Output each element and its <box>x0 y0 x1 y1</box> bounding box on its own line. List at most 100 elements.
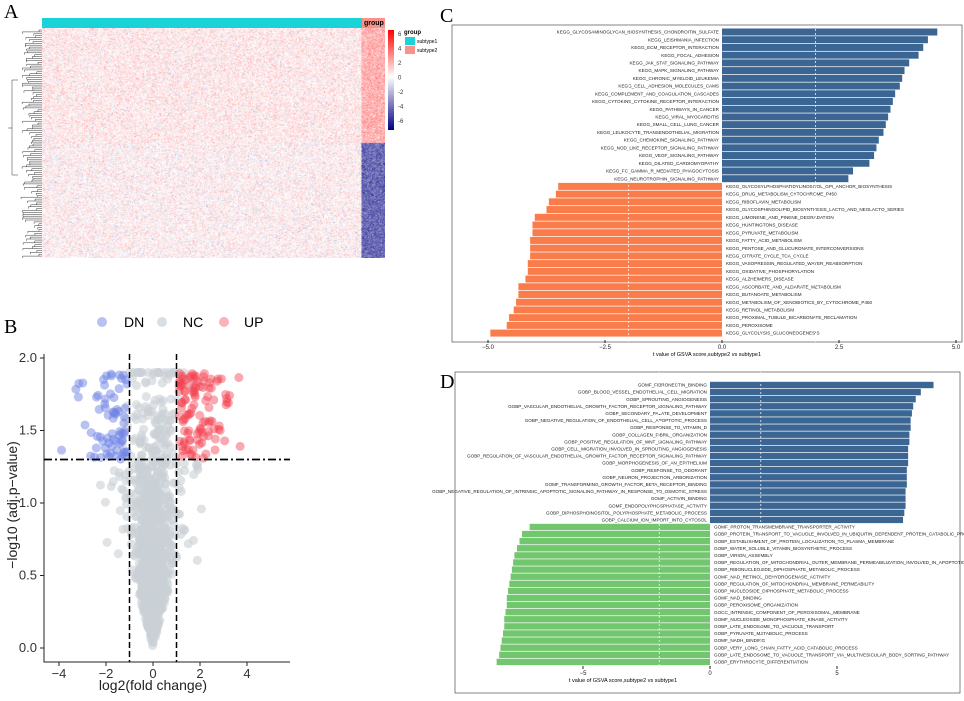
bar <box>710 452 909 460</box>
x-tick-label: 0.0 <box>718 345 727 351</box>
volcano-point-nc <box>136 450 146 460</box>
volcano-point-nc <box>179 459 189 469</box>
volcano-point-up <box>189 387 199 397</box>
bar-label: GOBP_NEGATIVE_REGULATION_OF_ENDOTHELIAL_… <box>525 418 707 423</box>
bar-label: KEGG_OXIDATIVE_PHOSPHORYLATION <box>726 269 814 274</box>
bar <box>710 502 906 509</box>
bar-label: KEGG_DILATED_CARDIOMYOPATHY <box>639 161 719 166</box>
volcano-point-up <box>194 439 204 449</box>
bar-label: KEGG_METABOLISM_OF_XENOBIOTICS_BY_CYTOCH… <box>726 300 873 305</box>
volcano-point-up <box>214 421 224 431</box>
volcano-point-nc <box>147 406 157 416</box>
volcano-point-nc <box>113 549 123 559</box>
dendrogram-branch <box>35 193 42 196</box>
volcano-point-up <box>185 436 195 446</box>
dendrogram-branch <box>22 75 42 78</box>
bar-label: GOBP_SECONDARY_PALATE_DEVELOPMENT <box>605 411 707 416</box>
dendrogram-branch <box>28 81 42 84</box>
volcano-point-up <box>216 374 226 384</box>
volcano-point-nc <box>166 394 176 404</box>
bar <box>525 275 722 283</box>
dendrogram-branch <box>26 164 42 167</box>
volcano-point-nc <box>165 415 175 425</box>
volcano-point-up <box>177 398 187 408</box>
volcano-point-up <box>178 417 188 427</box>
volcano-point-up <box>206 383 216 393</box>
volcano-point-nc <box>131 503 141 513</box>
bar <box>710 388 921 396</box>
bar-label: GOMF_NADH_BINDING <box>714 638 765 643</box>
dendrogram-branch <box>11 79 18 176</box>
bar <box>500 644 710 651</box>
dendrogram-branch <box>26 77 42 80</box>
bar-label: GOBP_POSITIVE_REGULATION_OF_WNT_SIGNALIN… <box>564 439 707 444</box>
bar-label: KEGG_HUNTINGTONS_DISEASE <box>726 223 798 228</box>
volcano-point-up <box>177 371 187 381</box>
panel-label-d: D <box>440 371 454 393</box>
bar <box>722 128 884 136</box>
dendrogram-branch <box>34 244 42 247</box>
group-bar-label: group <box>364 20 384 27</box>
dendrogram-branch <box>24 69 42 72</box>
dendrogram-branch <box>32 126 42 129</box>
bar <box>499 651 710 658</box>
bar <box>506 594 710 602</box>
bar <box>722 159 870 167</box>
bar <box>722 36 928 44</box>
dendrogram-branch <box>26 128 42 131</box>
volcano-point-nc <box>141 563 151 573</box>
volcano-point-nc <box>153 427 163 437</box>
bar <box>509 314 722 322</box>
dendrogram-branch <box>37 227 42 230</box>
dendrogram-branch <box>33 33 42 36</box>
volcano-y-label: −log10 (adj.p−value) <box>4 441 20 569</box>
gsva-go-frame <box>454 371 961 694</box>
dendrogram-branch <box>32 41 42 44</box>
volcano-point-up <box>225 390 235 400</box>
bar-label: KEGG_LEUKOCYTE_TRANSENDOTHELIAL_MIGRATIO… <box>597 130 719 135</box>
volcano-point-nc <box>173 395 183 405</box>
bar-label: GOMF_NUCLEOSIDE_MONOPHOSPHATE_KINASE_ACT… <box>714 617 848 622</box>
volcano-point-nc <box>122 523 132 533</box>
dendrogram-branch <box>31 136 42 139</box>
bar <box>490 329 722 337</box>
y-tick-label: 2.0 <box>19 350 37 365</box>
dendrogram-branch <box>32 177 42 181</box>
bar-label: GOBP_REGULATION_OF_MITOCHONDRIAL_MEMBRAN… <box>714 581 874 586</box>
volcano-point-up <box>197 427 207 437</box>
volcano-point-up <box>189 370 199 380</box>
volcano-point-up <box>186 371 196 381</box>
dendrogram-branch <box>29 236 42 239</box>
bar <box>548 198 722 206</box>
volcano-point-nc <box>146 629 156 639</box>
volcano-point-up <box>184 426 194 436</box>
bar-label: KEGG_DRUG_METABOLISM_CYTOCHROME_P450 <box>726 192 837 197</box>
volcano-point-dn <box>86 428 96 438</box>
bar-label: KEGG_GLYCOSAMINOGLYCAN_BIOSYNTHESIS_CHON… <box>557 30 719 35</box>
dendrogram-branch <box>21 166 42 169</box>
dendrogram-branch <box>27 147 42 150</box>
volcano-point-up <box>196 424 206 434</box>
dendrogram-branch <box>22 67 42 70</box>
bar <box>710 396 916 403</box>
volcano-point-nc <box>161 553 171 563</box>
volcano-point-up <box>187 403 197 413</box>
volcano-point-up <box>187 450 197 460</box>
volcano-point-nc <box>135 368 145 377</box>
volcano-point-nc <box>150 395 160 405</box>
dendrogram-branch <box>29 115 42 118</box>
dendrogram-branch <box>22 255 42 258</box>
volcano-point-dn <box>96 452 106 462</box>
bar-label: KEGG_PROXIMAL_TUBULE_BICARBONATE_RECLAMA… <box>726 315 857 320</box>
dendrogram-branch <box>25 43 42 46</box>
colorbar-tick: 2 <box>398 61 402 67</box>
legend-dot-nc <box>157 317 167 327</box>
bar-label: KEGG_LEISHMANIA_INFECTION <box>648 37 719 42</box>
x-tick-label: 0 <box>149 666 156 681</box>
dendrogram-branch <box>34 240 42 243</box>
legend-dot-up <box>219 317 229 327</box>
bar <box>505 609 710 616</box>
volcano-point-dn <box>119 418 129 428</box>
volcano-point-up <box>214 424 224 434</box>
